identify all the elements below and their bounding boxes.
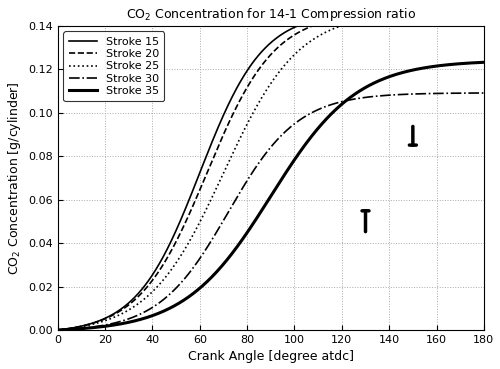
Stroke 20 bbox=[227, 118, 233, 122]
Stroke 15 bbox=[348, 13, 354, 17]
Stroke 25 bbox=[394, 13, 400, 18]
Stroke 15 bbox=[481, 10, 487, 14]
Stroke 15 bbox=[387, 11, 393, 15]
Stroke 25 bbox=[348, 21, 354, 25]
Line: Stroke 20: Stroke 20 bbox=[58, 13, 484, 330]
Stroke 30 bbox=[394, 93, 400, 97]
Stroke 25 bbox=[481, 10, 487, 15]
Stroke 20 bbox=[348, 15, 354, 19]
Stroke 20 bbox=[481, 10, 487, 15]
Stroke 20 bbox=[242, 88, 248, 93]
Stroke 30 bbox=[54, 328, 60, 332]
Y-axis label: CO$_2$ Concentration [g/cylinder]: CO$_2$ Concentration [g/cylinder] bbox=[6, 81, 22, 275]
Stroke 35 bbox=[348, 95, 354, 100]
Stroke 25 bbox=[98, 320, 104, 324]
Stroke 30 bbox=[242, 181, 248, 186]
Stroke 20 bbox=[54, 328, 60, 332]
Stroke 30 bbox=[387, 93, 393, 97]
Title: CO$_2$ Concentration for 14-1 Compression ratio: CO$_2$ Concentration for 14-1 Compressio… bbox=[126, 6, 416, 23]
Stroke 25 bbox=[54, 328, 60, 332]
Stroke 35 bbox=[394, 72, 400, 76]
Stroke 30 bbox=[481, 91, 487, 95]
Stroke 25 bbox=[227, 157, 233, 161]
X-axis label: Crank Angle [degree atdc]: Crank Angle [degree atdc] bbox=[188, 351, 354, 363]
Stroke 35 bbox=[387, 74, 393, 79]
Stroke 15 bbox=[227, 99, 233, 103]
Stroke 20 bbox=[394, 11, 400, 16]
Stroke 30 bbox=[227, 207, 233, 211]
Stroke 30 bbox=[98, 324, 104, 328]
Line: Stroke 30: Stroke 30 bbox=[58, 93, 484, 330]
Stroke 25 bbox=[242, 125, 248, 130]
Line: Stroke 35: Stroke 35 bbox=[58, 62, 484, 330]
Line: Stroke 15: Stroke 15 bbox=[58, 12, 484, 330]
Stroke 30 bbox=[348, 97, 354, 102]
Stroke 35 bbox=[481, 60, 487, 65]
Stroke 15 bbox=[394, 10, 400, 15]
Line: Stroke 25: Stroke 25 bbox=[58, 13, 484, 330]
Stroke 15 bbox=[98, 318, 104, 322]
Stroke 35 bbox=[242, 233, 248, 237]
Stroke 35 bbox=[98, 325, 104, 329]
Stroke 15 bbox=[242, 71, 248, 76]
Stroke 35 bbox=[227, 254, 233, 258]
Stroke 20 bbox=[98, 318, 104, 323]
Legend: Stroke 15, Stroke 20, Stroke 25, Stroke 30, Stroke 35: Stroke 15, Stroke 20, Stroke 25, Stroke … bbox=[64, 31, 164, 101]
Stroke 25 bbox=[387, 14, 393, 18]
Stroke 15 bbox=[54, 328, 60, 332]
Stroke 35 bbox=[54, 328, 60, 332]
Stroke 20 bbox=[387, 11, 393, 16]
